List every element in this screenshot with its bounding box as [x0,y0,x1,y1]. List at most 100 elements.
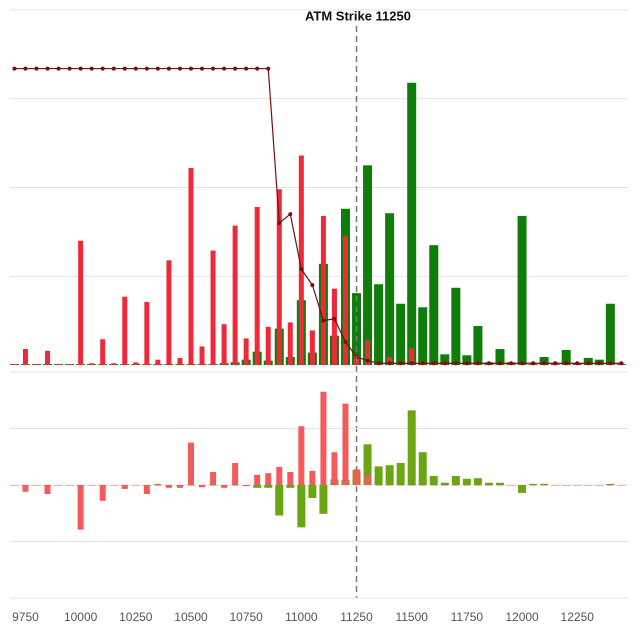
bar [243,485,250,487]
bar [11,485,18,486]
bar [496,485,503,486]
bar [440,482,449,485]
bar [563,485,570,486]
x-tick-label: 10500 [174,610,208,624]
bar [429,245,439,365]
line-point [211,66,216,71]
bar [530,485,537,486]
bar [541,485,548,486]
bar [495,482,504,485]
bar [364,474,371,485]
x-tick-label: 10750 [229,610,263,624]
bar [517,215,527,365]
line-point [166,66,171,71]
bar [177,357,183,365]
bar [363,165,373,365]
bar [397,485,404,486]
line-point [365,358,370,363]
line-point [177,66,182,71]
line-point [12,66,17,71]
line [14,67,622,364]
line-point [497,361,502,366]
bar [176,485,183,488]
line-point [409,361,414,366]
bar [88,485,95,486]
bar [418,307,428,365]
bar [607,485,614,486]
bar [485,485,492,486]
bar [451,475,460,485]
bar [407,82,417,366]
bar [188,167,194,365]
bar [508,485,515,486]
bar [100,339,106,365]
bar [45,350,51,365]
bar [430,485,437,486]
bar [539,357,549,365]
x-tick-label: 11500 [395,610,428,624]
bar [210,472,217,485]
bar [153,485,162,486]
line-point [23,66,28,71]
bar [122,296,128,365]
line-point [321,318,326,323]
bar [385,465,394,485]
bar [495,349,505,365]
x-tick-label: 10000 [64,610,98,624]
line-point [100,66,105,71]
x-tick-label: 10250 [119,610,153,624]
bar [408,485,415,486]
bar [342,236,348,365]
bar [618,485,625,486]
bar [396,303,406,365]
line-point [398,361,403,366]
bar [132,485,139,486]
bar [187,442,194,485]
bar [574,485,581,486]
bar [585,485,592,486]
x-tick-label: 12000 [505,610,539,624]
bar [231,485,240,486]
line-point [299,267,304,272]
line-point [542,361,547,366]
bar [77,485,84,530]
bar [199,346,205,365]
bar [286,485,295,488]
bar [155,359,161,365]
line-point [597,361,602,366]
bar [254,474,261,485]
bar [387,357,393,365]
bar [210,250,216,365]
x-tick-label: 12250 [561,610,595,624]
line-point [78,66,83,71]
line-point [56,66,61,71]
bar [276,466,283,485]
bar [232,462,239,485]
bar [451,287,461,365]
bar [264,485,273,488]
bar [265,473,272,485]
line-point [520,361,525,366]
bar [133,362,139,365]
bar [221,485,228,488]
bar [55,485,62,486]
line-point [266,66,271,71]
bar [111,363,117,365]
bar [22,349,28,365]
line-point [122,66,127,71]
bar [11,364,17,365]
line-point [310,283,315,288]
line-point [431,361,436,366]
line-point [67,66,72,71]
line-point [608,361,613,366]
bar [297,485,306,528]
line-point [45,66,50,71]
bar [320,391,327,485]
line-point [464,361,469,366]
bar [605,303,615,365]
line-point [233,66,238,71]
line-point [376,361,381,366]
bar [518,485,527,493]
line-point [200,66,205,71]
